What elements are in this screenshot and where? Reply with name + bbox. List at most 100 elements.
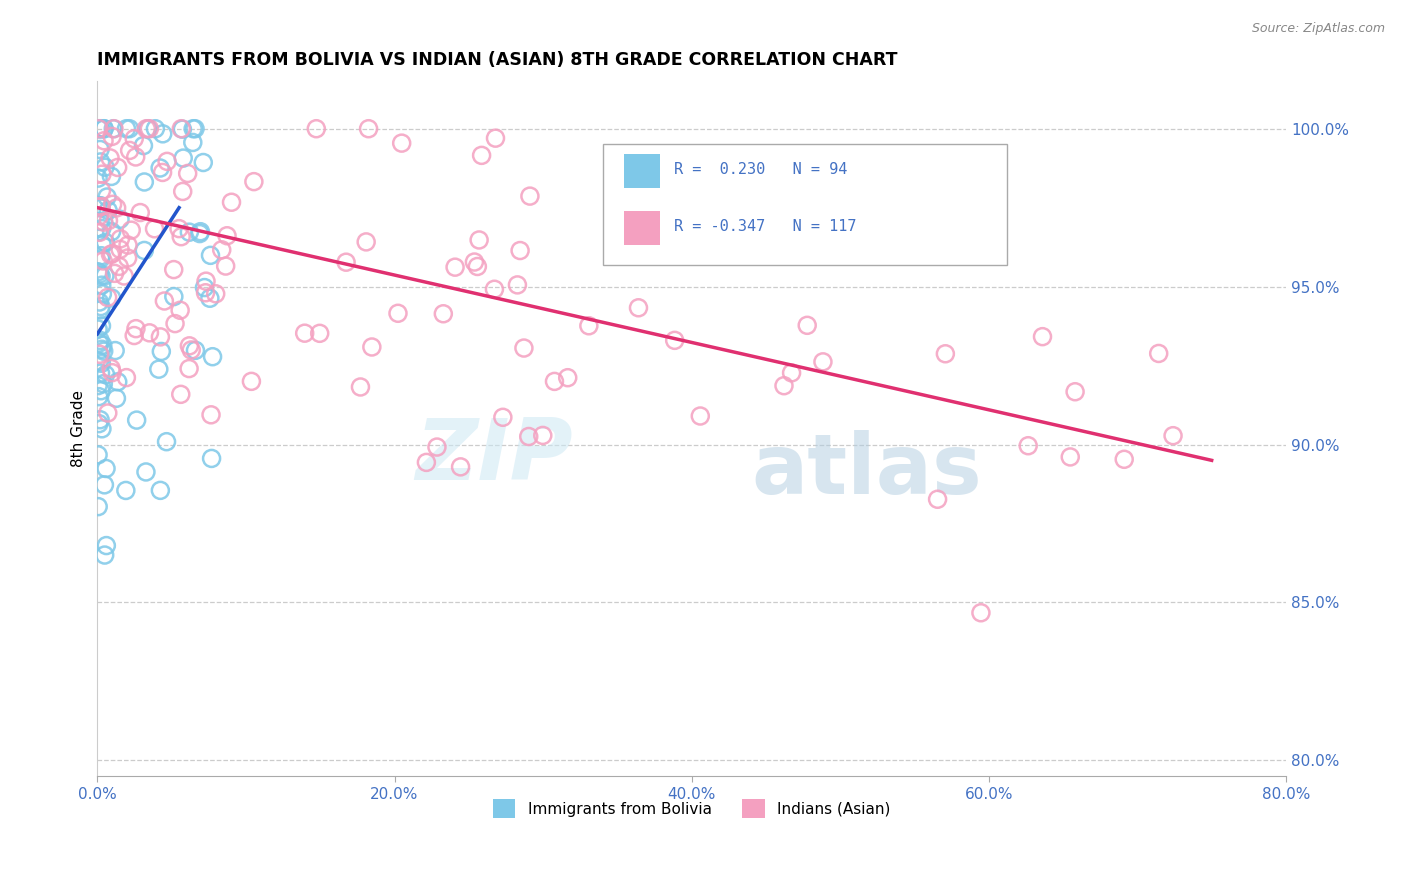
Point: [689, 409, 711, 423]
Point: [115, 121, 138, 136]
Point: [91, 422, 114, 436]
Point: [163, 262, 186, 277]
Point: [170, 229, 193, 244]
Point: [194, 285, 217, 300]
Point: [104, 343, 127, 358]
Point: [100, 291, 122, 305]
Point: [444, 260, 467, 275]
Point: [87, 225, 110, 239]
Point: [240, 375, 263, 389]
Point: [513, 341, 536, 355]
Point: [103, 266, 125, 280]
Point: [180, 343, 202, 357]
Point: [360, 340, 382, 354]
Point: [463, 255, 485, 269]
Point: [149, 161, 172, 175]
Point: [117, 251, 139, 265]
Point: [200, 451, 222, 466]
Point: [91, 338, 114, 352]
Point: [115, 483, 138, 498]
Point: [509, 244, 531, 258]
Point: [148, 362, 170, 376]
Point: [90, 249, 112, 263]
Point: [134, 175, 156, 189]
Point: [91, 376, 114, 391]
Point: [165, 317, 187, 331]
Point: [87, 171, 110, 186]
Point: [664, 334, 686, 348]
Point: [188, 227, 211, 241]
Text: IMMIGRANTS FROM BOLIVIA VS INDIAN (ASIAN) 8TH GRADE CORRELATION CHART: IMMIGRANTS FROM BOLIVIA VS INDIAN (ASIAN…: [97, 51, 898, 69]
Point: [773, 378, 796, 392]
Point: [118, 121, 141, 136]
Point: [780, 366, 803, 380]
Point: [172, 122, 194, 136]
Point: [100, 361, 122, 376]
Point: [181, 136, 204, 150]
Point: [93, 121, 115, 136]
Point: [135, 465, 157, 479]
Point: [87, 448, 110, 462]
Point: [100, 247, 122, 261]
Point: [641, 240, 664, 254]
Point: [89, 302, 111, 317]
Point: [103, 121, 125, 136]
Point: [294, 326, 316, 341]
Point: [184, 343, 207, 358]
Point: [90, 200, 112, 214]
Point: [91, 254, 114, 268]
Point: [90, 384, 112, 398]
Point: [89, 413, 111, 427]
Point: [179, 339, 201, 353]
Point: [89, 214, 111, 228]
Point: [115, 370, 138, 384]
Point: [335, 255, 357, 269]
Point: [927, 492, 949, 507]
Text: Source: ZipAtlas.com: Source: ZipAtlas.com: [1251, 22, 1385, 36]
Point: [122, 131, 145, 145]
Point: [172, 151, 194, 165]
Point: [97, 203, 120, 218]
Point: [90, 343, 112, 357]
Point: [215, 259, 238, 273]
Point: [136, 121, 159, 136]
Point: [101, 129, 124, 144]
Point: [90, 278, 112, 293]
Point: [169, 303, 191, 318]
Point: [195, 274, 218, 288]
Point: [450, 459, 472, 474]
Point: [101, 246, 124, 260]
Point: [94, 368, 117, 382]
Point: [415, 455, 437, 469]
Point: [190, 225, 212, 239]
Point: [467, 260, 489, 274]
Point: [97, 213, 120, 227]
Point: [578, 318, 600, 333]
Point: [87, 198, 110, 212]
Point: [221, 195, 243, 210]
Point: [134, 244, 156, 258]
Point: [1147, 346, 1170, 360]
Point: [93, 548, 115, 562]
FancyBboxPatch shape: [624, 154, 659, 187]
Point: [200, 248, 222, 262]
Point: [90, 300, 112, 314]
Point: [90, 155, 112, 169]
Point: [181, 121, 204, 136]
Point: [120, 223, 142, 237]
Point: [150, 344, 173, 359]
Point: [110, 232, 132, 246]
Point: [89, 334, 111, 348]
Point: [387, 306, 409, 320]
Point: [432, 307, 454, 321]
Point: [135, 121, 157, 136]
Point: [153, 293, 176, 308]
Point: [90, 252, 112, 266]
Point: [89, 347, 111, 361]
Point: [1064, 384, 1087, 399]
Point: [97, 406, 120, 420]
Point: [138, 326, 160, 340]
Point: [103, 121, 125, 136]
Point: [93, 134, 115, 148]
Point: [101, 197, 124, 211]
